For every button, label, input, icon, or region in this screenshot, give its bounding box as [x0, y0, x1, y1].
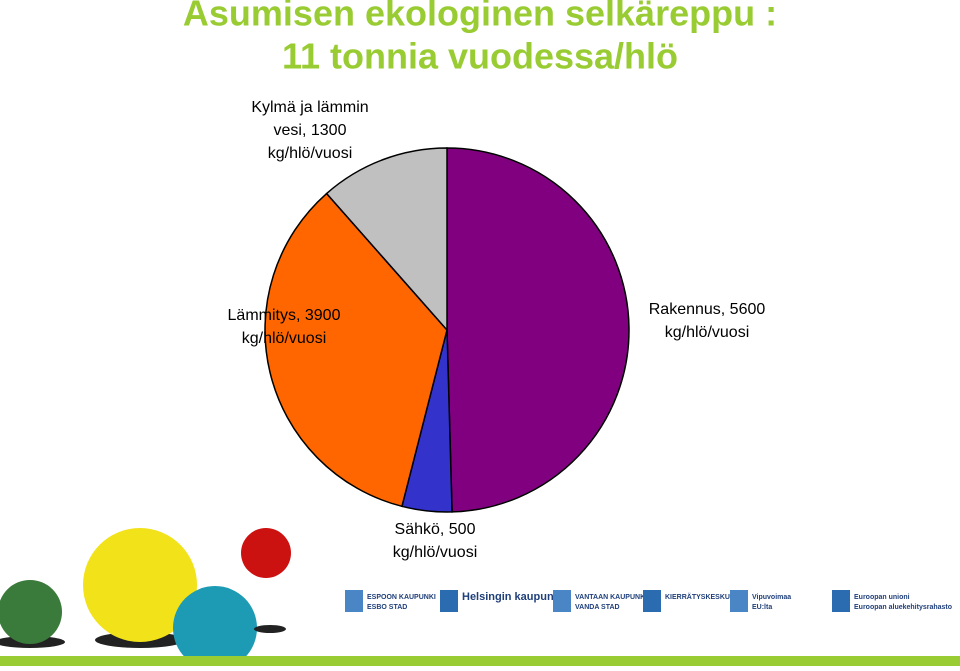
slice-label: Rakennus, 5600 — [649, 301, 766, 318]
logo-text: ESPOON KAUPUNKI — [367, 594, 436, 601]
logo-text: Euroopan unioni — [854, 594, 910, 601]
logos: ESPOON KAUPUNKI ESBO STAD Helsingin kaupun… — [345, 590, 952, 612]
logo-text: KIERRÄTYSKESKUS — [665, 593, 735, 601]
pie — [264, 147, 630, 513]
title: Asumisen ekologinen selkäreppu :11 tonni… — [183, 0, 777, 77]
pie-slice — [446, 147, 630, 513]
slice-label: kg/hlö/vuosi — [665, 324, 750, 341]
chart-title: Asumisen ekologinen selkäreppu : — [183, 0, 777, 34]
logo-mark — [440, 590, 458, 612]
slice-label: kg/hlö/vuosi — [393, 544, 478, 561]
logo-text: Vipuvoimaa — [752, 594, 791, 601]
pie-slice — [325, 147, 448, 332]
logo-mark — [553, 590, 571, 612]
slice-label: Kylmä ja lämmin — [251, 99, 368, 116]
logo-mark — [730, 590, 748, 612]
pie-slice — [264, 192, 448, 508]
logo-text: Euroopan aluekehitysrahasto — [854, 604, 952, 611]
logo-text: EU:lta — [752, 604, 772, 611]
slice-label: vesi, 1300 — [274, 122, 347, 139]
logo-text: VANTAAN KAUPUNKI — [575, 594, 647, 601]
logo-mark — [643, 590, 661, 612]
chart-title: 11 tonnia vuodessa/hlö — [282, 36, 678, 77]
slice-label: kg/hlö/vuosi — [268, 145, 353, 162]
logo-mark — [832, 590, 850, 612]
labels: Rakennus, 5600 kg/hlö/vuosi Sähkö, 500 kg/h… — [228, 99, 766, 561]
decoration — [0, 528, 960, 670]
logo-text: VANDA STAD — [575, 604, 620, 611]
slice-label: kg/hlö/vuosi — [242, 330, 327, 347]
logo-text: ESBO STAD — [367, 604, 407, 611]
logo-text: Helsingin kaupunki — [462, 591, 563, 603]
slice-label: Lämmitys, 3900 — [228, 307, 341, 324]
logo-mark — [345, 590, 363, 612]
slice-label: Sähkö, 500 — [395, 521, 476, 538]
